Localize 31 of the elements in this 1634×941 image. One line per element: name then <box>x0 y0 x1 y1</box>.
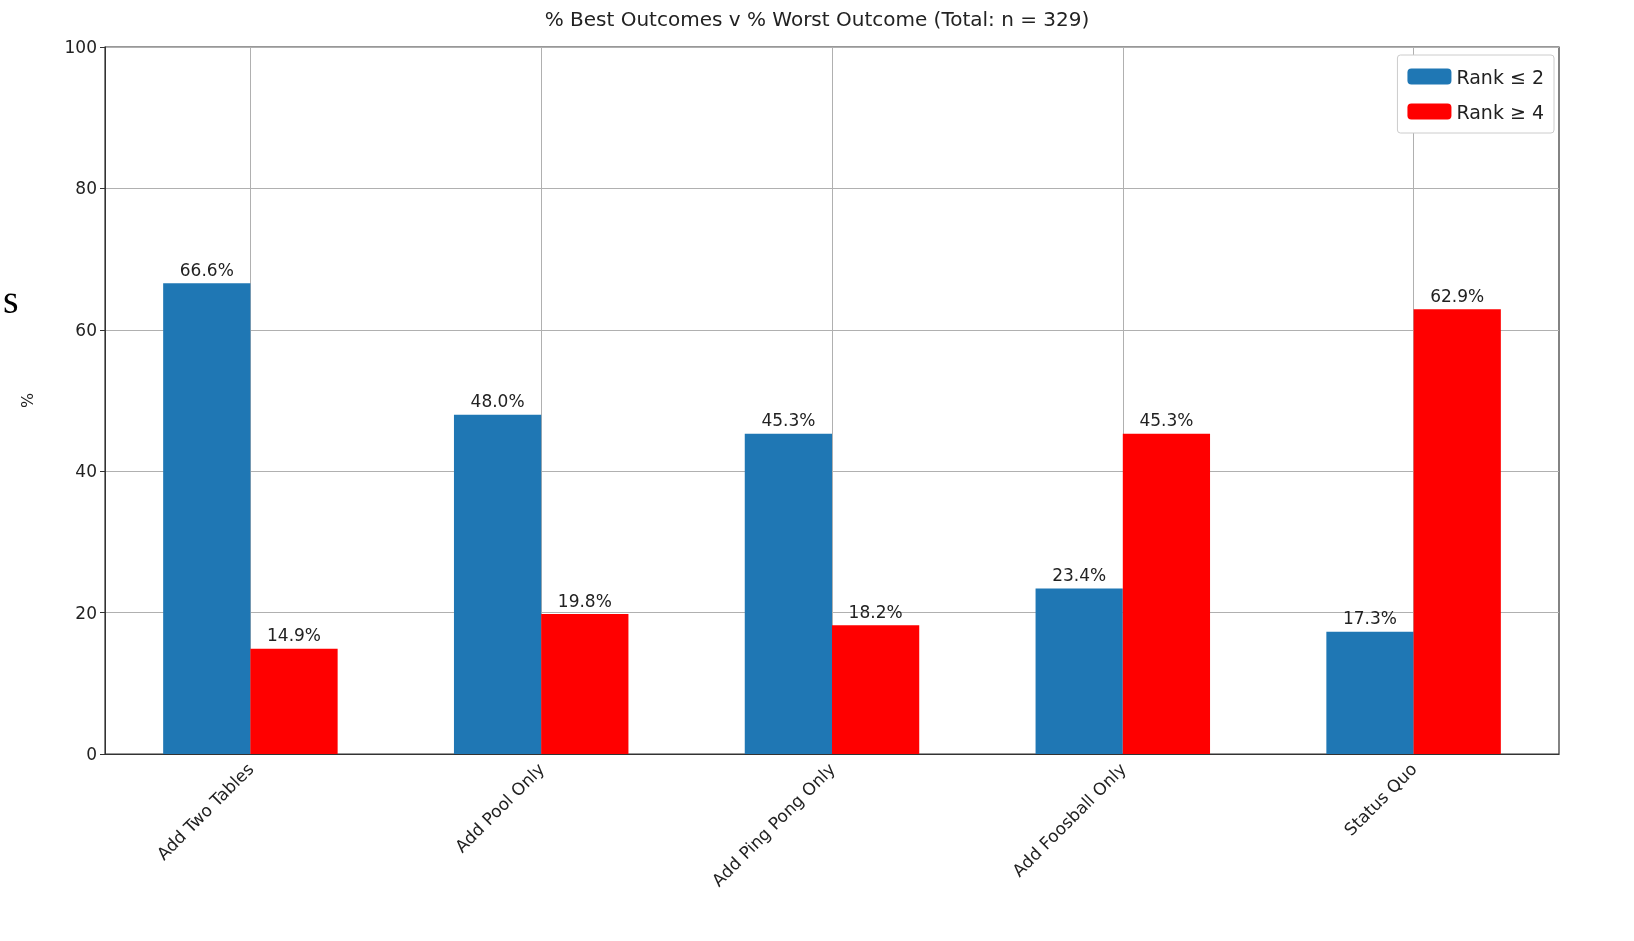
data-label: 66.6% <box>179 259 234 280</box>
bar <box>163 283 251 754</box>
data-label: 45.3% <box>1139 410 1194 431</box>
y-tick-label: 0 <box>86 744 97 764</box>
y-tick-label: 100 <box>64 37 97 57</box>
bar <box>250 648 338 754</box>
legend-label: Rank ≤ 2 <box>1456 65 1544 88</box>
chart-title: % Best Outcomes v % Worst Outcome (Total: n = 329) <box>544 7 1090 31</box>
y-tick-label: 80 <box>75 178 97 199</box>
bar <box>453 414 542 754</box>
legend-label: Rank ≥ 4 <box>1456 100 1544 123</box>
y-axis-title: % <box>17 392 37 409</box>
data-label: 48.0% <box>470 391 525 412</box>
bar <box>1413 309 1501 754</box>
bar <box>1326 631 1414 754</box>
data-label: 14.9% <box>267 625 322 646</box>
bar <box>744 433 832 754</box>
y-tick-label: 40 <box>75 461 97 482</box>
bar <box>1122 433 1211 754</box>
y-tick-label: 60 <box>75 319 97 340</box>
y-tick-label: 20 <box>75 602 97 623</box>
text: s <box>3 276 19 323</box>
bar <box>832 625 920 754</box>
bar <box>1035 588 1123 754</box>
data-label: 45.3% <box>761 410 816 431</box>
data-label: 17.3% <box>1342 608 1397 629</box>
data-label: 23.4% <box>1052 565 1107 586</box>
data-label: 18.2% <box>848 601 903 622</box>
data-label: 19.8% <box>557 590 612 611</box>
data-label: 62.9% <box>1430 285 1485 306</box>
bar <box>541 614 629 754</box>
